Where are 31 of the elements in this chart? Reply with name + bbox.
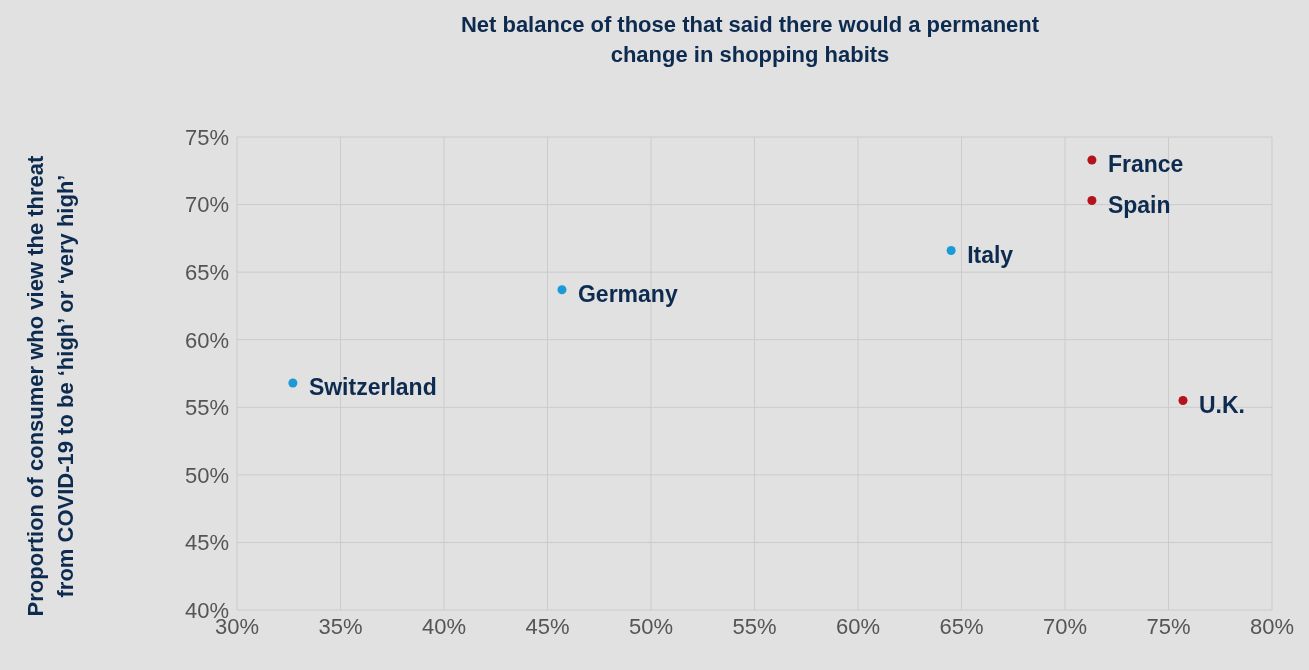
y-tick-label: 50%: [184, 462, 229, 488]
annotation: Switzerland: [308, 374, 437, 401]
x-tick-label: 35%: [318, 613, 363, 639]
point: [1178, 396, 1188, 406]
annotation: Italy: [967, 241, 1014, 268]
y-tick-label: 75%: [184, 124, 229, 150]
annotation: U.K.: [1198, 391, 1245, 418]
x-tick-label: 45%: [525, 613, 570, 639]
point: [1087, 155, 1097, 165]
x-tick-label: 65%: [939, 613, 984, 639]
x-tick-label: 70%: [1042, 613, 1088, 639]
point: [557, 285, 567, 295]
annotation: Spain: [1107, 191, 1171, 218]
x-tick-label: 50%: [628, 613, 674, 639]
y-tick-label: 55%: [184, 395, 229, 421]
y-tick-label: 65%: [184, 259, 229, 285]
annotation: France: [1107, 151, 1184, 178]
y-tick-label: 60%: [184, 327, 229, 353]
x-tick-label: 55%: [732, 613, 777, 639]
y-tick-label: 70%: [184, 192, 229, 218]
x-tick-label: 60%: [835, 613, 881, 639]
chart-title: Net balance of those that said there would a permanent change in shopping habits: [460, 11, 1040, 69]
x-tick-label: 80%: [1249, 613, 1295, 639]
point: [1087, 196, 1097, 206]
y-axis-title: Proportion of consumer who view the threat from COVID-19 to be ‘high’ or ‘very high’: [22, 154, 79, 619]
point: [288, 378, 298, 388]
x-tick-label: 75%: [1146, 613, 1191, 639]
y-tick-label: 45%: [184, 530, 229, 556]
annotation: Germany: [577, 280, 678, 307]
x-tick-label: 40%: [421, 613, 467, 639]
point: [946, 246, 956, 256]
